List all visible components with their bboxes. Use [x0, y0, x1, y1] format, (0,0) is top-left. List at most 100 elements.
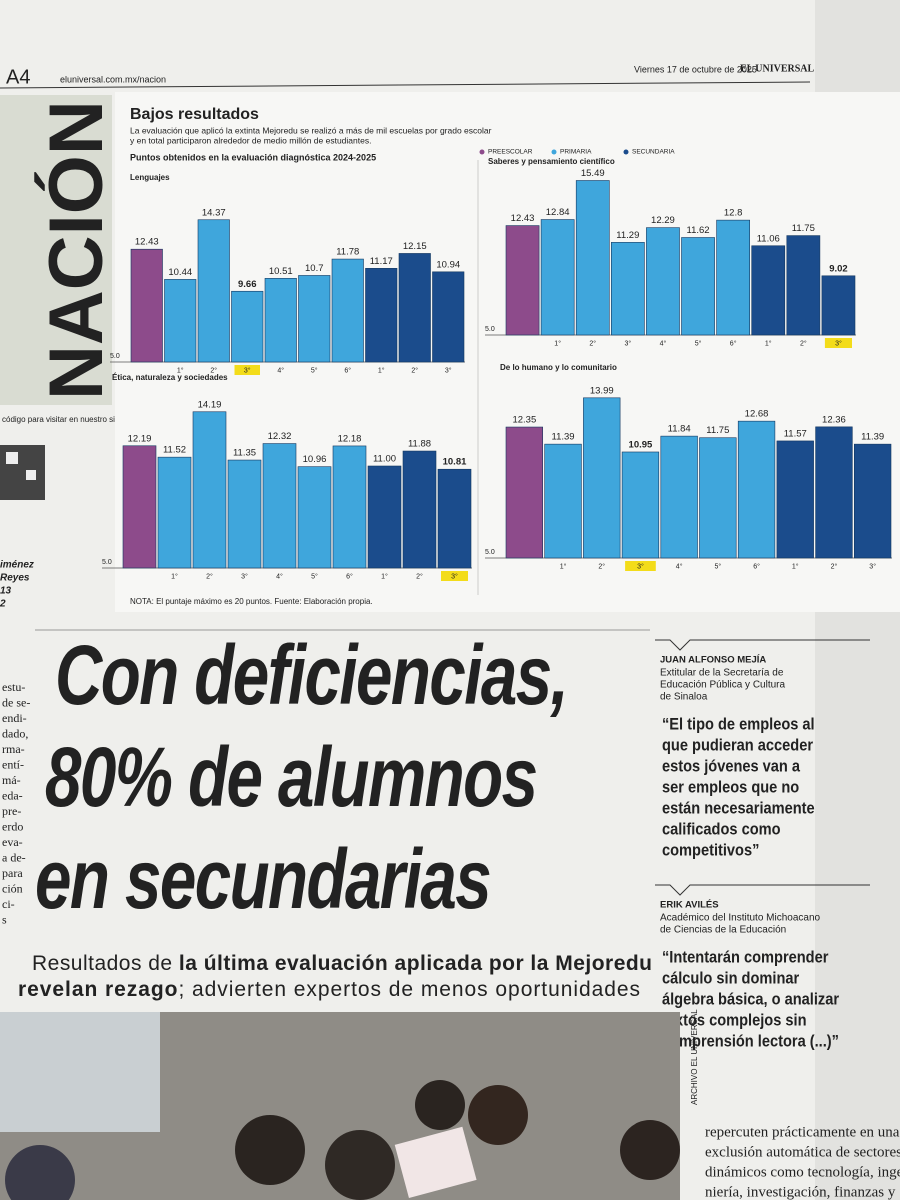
value-label: 11.39 [552, 432, 575, 443]
chart-title: Ética, naturaleza y sociedades [112, 373, 228, 382]
left-column-text: ci- [2, 897, 15, 911]
header-rule [0, 81, 811, 89]
left-column: estu-de se-endi-dado, rma-entí-má-eda-pre… [2, 680, 30, 927]
x-tick-label: 6° [344, 366, 351, 374]
quote-text: que pudieran acceder [662, 737, 813, 755]
bar [544, 443, 582, 559]
x-tick-label: 5° [311, 572, 318, 580]
quote-rule [655, 639, 870, 651]
bar [853, 443, 892, 559]
bar [646, 227, 680, 336]
x-tick-label: 1° [381, 572, 388, 580]
quote-text: ser empleos que no [662, 779, 800, 797]
chart-title: De lo humano y lo comunitario [500, 363, 617, 372]
body-line: exclusión automática de sectores [705, 1144, 900, 1160]
bar [815, 426, 853, 559]
headline-line: Con deficiencias, [55, 628, 567, 722]
bar [297, 466, 332, 569]
qr-text: código para visitar en nuestro sitio web [2, 415, 141, 424]
value-label: 12.36 [822, 414, 846, 425]
x-tick-label: 2° [598, 562, 605, 570]
left-column-text: dado, [2, 726, 28, 740]
subhead: revelan rezago; advierten expertos de me… [18, 978, 640, 1001]
photo-person [235, 1115, 305, 1185]
photo-person [5, 1145, 75, 1200]
bar [298, 275, 331, 363]
x-tick-label: 3° [869, 562, 876, 570]
section-band [0, 95, 112, 405]
quote-text: textos complejos sin [662, 1012, 807, 1030]
bar [264, 278, 297, 363]
photo-credit: ARCHIVO EL UNIVERSAL [690, 1009, 699, 1105]
x-tick-label: 3° [241, 572, 248, 580]
value-label: 11.39 [861, 432, 884, 443]
legend-label: PREESCOLAR [488, 149, 533, 156]
value-label: 14.19 [198, 399, 222, 410]
photo-person [620, 1120, 680, 1180]
value-label: 11.88 [408, 439, 431, 450]
subhead-part: revelan rezago [18, 978, 177, 1001]
quote-text: comprensión lectora (...)” [662, 1033, 839, 1051]
value-label: 11.84 [668, 424, 691, 435]
value-label: 14.37 [202, 207, 226, 218]
bar [331, 258, 364, 363]
x-tick-label: 4° [277, 366, 284, 374]
bar [157, 456, 192, 569]
infographic-description: La evaluación que aplicó la extinta Mejo… [130, 125, 492, 135]
value-label: 12.68 [745, 409, 769, 420]
photo-paper [394, 1126, 477, 1199]
x-tick-label: 6° [730, 339, 737, 347]
bar [332, 445, 367, 569]
x-tick-label: 1° [378, 366, 385, 374]
x-tick-label: 2° [206, 572, 213, 580]
legend: PREESCOLAR PRIMARIA SECUNDARIA [479, 149, 675, 156]
legend-label: PRIMARIA [560, 149, 592, 156]
bar [197, 219, 230, 363]
body-text: repercuten prácticamente en una exclusión… [705, 1124, 900, 1200]
bar [367, 465, 402, 569]
bar [130, 248, 163, 363]
infographic-description: y en total participaron alrededor de med… [130, 135, 371, 145]
value-label: 10.95 [629, 439, 653, 450]
x-tick-label: 3° [624, 339, 631, 347]
legend-label: SECUNDARIA [632, 149, 675, 156]
quote-text: competitivos” [662, 842, 759, 860]
x-tick-label: 5° [311, 366, 318, 374]
bar [540, 219, 575, 336]
charts: Lenguajes 5.0 12.43 10.44 1° 14.37 2° 9.66 3° 10.… [102, 157, 892, 581]
photo-person [468, 1085, 528, 1145]
x-tick-label: 3° [637, 562, 644, 570]
x-tick-label: 4° [676, 562, 683, 570]
bar [681, 237, 715, 336]
value-label: 12.15 [403, 241, 427, 252]
quote-role: de Ciencias de la Educación [660, 925, 786, 936]
value-label: 12.43 [135, 237, 159, 248]
bar [262, 443, 297, 569]
subhead: Resultados de la última evaluación aplic… [32, 952, 652, 975]
legend-swatch [479, 149, 485, 155]
bar [505, 225, 540, 336]
x-tick-label: 6° [753, 562, 760, 570]
x-tick-label: 5° [714, 562, 721, 570]
left-column-text: pre- [2, 804, 21, 818]
highlight [824, 338, 852, 348]
x-tick-label: 2° [800, 339, 807, 347]
bar [776, 440, 814, 559]
photo-person [415, 1080, 465, 1130]
y-tick-label: 5.0 [485, 326, 495, 333]
value-label: 11.78 [336, 247, 359, 258]
x-tick-label: 2° [416, 572, 423, 580]
bar [432, 271, 465, 363]
value-label: 11.75 [706, 425, 729, 436]
value-label: 12.32 [268, 431, 292, 442]
quote-rule [655, 884, 870, 896]
header-url: eluniversal.com.mx/nacion [60, 74, 166, 84]
bar [398, 253, 431, 363]
x-tick-label: 3° [835, 339, 842, 347]
bar [699, 437, 737, 559]
photo-person [325, 1130, 395, 1200]
legend-swatch [551, 149, 557, 155]
bar [716, 219, 750, 336]
